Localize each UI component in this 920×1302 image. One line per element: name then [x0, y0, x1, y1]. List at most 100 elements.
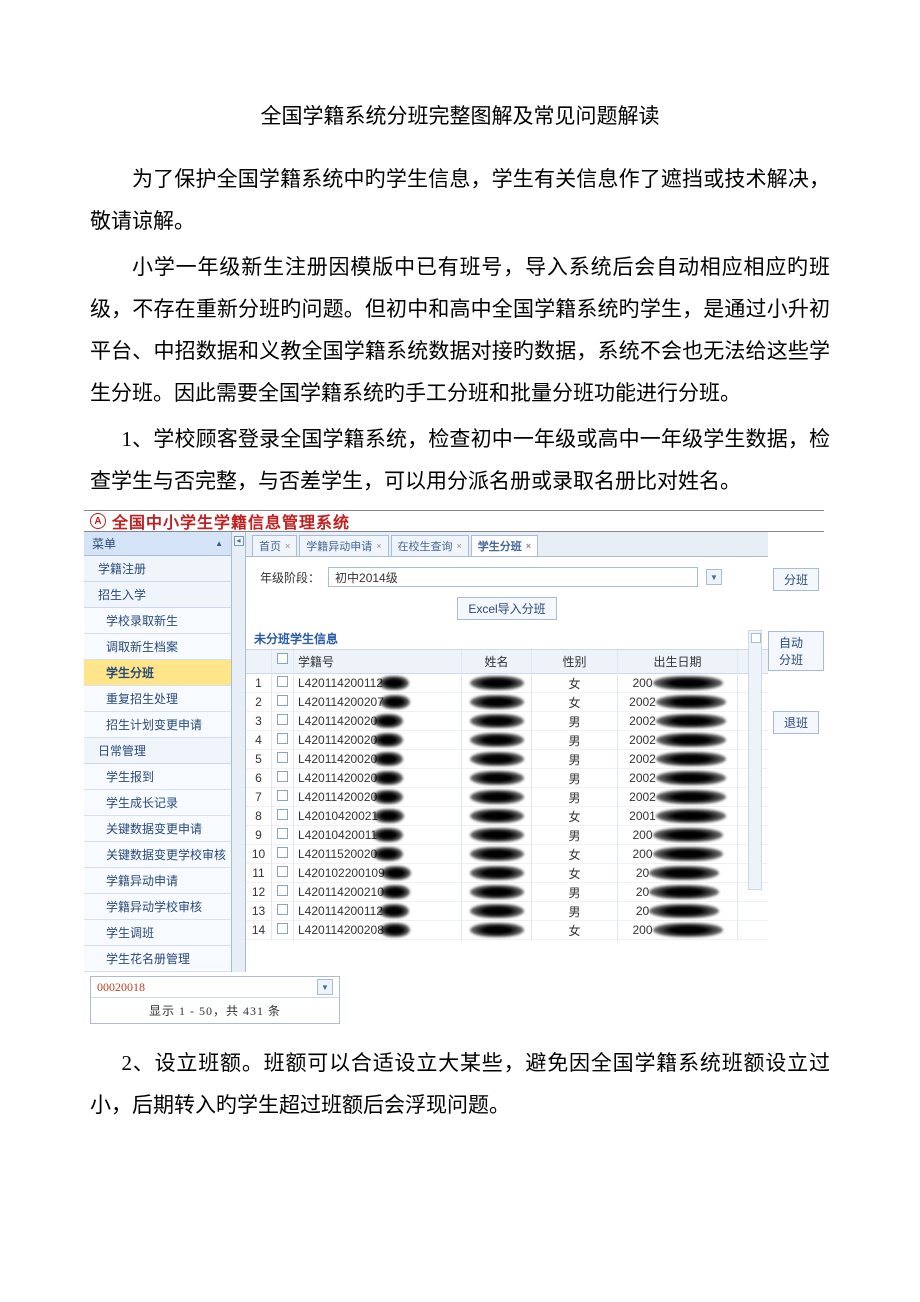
redaction-blob — [380, 923, 410, 937]
th-name: 姓名 — [462, 650, 532, 673]
cell-checkbox[interactable] — [272, 711, 294, 731]
sidebar-splitter[interactable]: ◂ — [232, 532, 246, 972]
tab-close-icon[interactable]: × — [457, 541, 462, 551]
sidebar-item[interactable]: 学生报到 — [84, 764, 231, 790]
row-checkbox[interactable] — [277, 752, 288, 763]
excel-import-button[interactable]: Excel导入分班 — [457, 597, 556, 620]
cell-dob: 2002 — [618, 711, 738, 732]
sidebar-item[interactable]: 学籍异动申请 — [84, 868, 231, 894]
sidebar-item[interactable]: 学生成长记录 — [84, 790, 231, 816]
grade-dropdown-icon[interactable]: ▼ — [706, 569, 722, 585]
tab-close-icon[interactable]: × — [526, 541, 531, 551]
tab-close-icon[interactable]: × — [285, 541, 290, 551]
row-checkbox[interactable] — [277, 847, 288, 858]
cell-name — [462, 749, 532, 770]
sidebar-item[interactable]: 学生花名册管理 — [84, 946, 231, 972]
table-row[interactable]: 11L420102200109女20 — [246, 864, 768, 883]
cell-dob: 2001 — [618, 806, 738, 827]
row-checkbox[interactable] — [277, 714, 288, 725]
table-row[interactable]: 7L42011420020男2002 — [246, 788, 768, 807]
cell-checkbox[interactable] — [272, 882, 294, 902]
cell-checkbox[interactable] — [272, 863, 294, 883]
table-row[interactable]: 13L420114200112男20 — [246, 902, 768, 921]
cell-checkbox[interactable] — [272, 806, 294, 826]
select-all-checkbox[interactable] — [277, 653, 288, 664]
redaction-blob — [470, 676, 524, 690]
row-checkbox[interactable] — [277, 828, 288, 839]
sidebar-item[interactable]: 招生入学 — [84, 582, 231, 608]
row-checkbox[interactable] — [277, 809, 288, 820]
row-checkbox[interactable] — [277, 866, 288, 877]
row-checkbox[interactable] — [277, 676, 288, 687]
table-row[interactable]: 10L42011520020女200 — [246, 845, 768, 864]
cell-checkbox[interactable] — [272, 768, 294, 788]
sidebar-collapse-icon[interactable]: ▲ — [215, 539, 223, 548]
table-row[interactable]: 8L42010420021女2001 — [246, 807, 768, 826]
row-checkbox[interactable] — [277, 885, 288, 896]
redaction-blob — [379, 676, 409, 690]
action-button[interactable]: 分班 — [773, 568, 819, 591]
table-row[interactable]: 6L42011420020男2002 — [246, 769, 768, 788]
cell-student-id: L42011420020 — [294, 749, 462, 770]
table-row[interactable]: 12L420114200210男20 — [246, 883, 768, 902]
splitter-toggle-icon[interactable]: ◂ — [234, 536, 244, 546]
pager-dropdown-icon[interactable]: ▼ — [317, 979, 333, 995]
row-checkbox[interactable] — [277, 904, 288, 915]
cell-checkbox[interactable] — [272, 787, 294, 807]
action-button[interactable]: 退班 — [773, 711, 819, 734]
cell-checkbox[interactable] — [272, 730, 294, 750]
sidebar-item[interactable]: 学籍注册 — [84, 556, 231, 582]
cell-student-id: L42011520020 — [294, 844, 462, 865]
redaction-blob — [470, 904, 524, 918]
sidebar-header-label: 菜单 — [92, 535, 116, 552]
action-button[interactable]: 自动分班 — [768, 631, 824, 671]
sidebar-item[interactable]: 重复招生处理 — [84, 686, 231, 712]
row-checkbox[interactable] — [277, 733, 288, 744]
cell-checkbox[interactable] — [272, 901, 294, 921]
row-checkbox[interactable] — [277, 695, 288, 706]
row-checkbox[interactable] — [277, 790, 288, 801]
cell-checkbox[interactable] — [272, 692, 294, 712]
sidebar-item[interactable]: 调取新生档案 — [84, 634, 231, 660]
table-row[interactable]: 5L42011420020男2002 — [246, 750, 768, 769]
row-checkbox[interactable] — [277, 771, 288, 782]
sidebar-item[interactable]: 关键数据变更申请 — [84, 816, 231, 842]
cell-index: 11 — [246, 863, 272, 883]
table-row[interactable]: 9L42010420011男200 — [246, 826, 768, 845]
tab-close-icon[interactable]: × — [376, 541, 381, 551]
redaction-blob — [470, 828, 524, 842]
sidebar-item[interactable]: 关键数据变更学校审核 — [84, 842, 231, 868]
cell-checkbox[interactable] — [272, 920, 294, 940]
cell-checkbox[interactable] — [272, 749, 294, 769]
cell-student-id: L420114200207 — [294, 692, 462, 713]
grade-select[interactable]: 初中2014级 — [328, 567, 698, 587]
tab[interactable]: 在校生查询× — [391, 535, 469, 556]
cell-checkbox[interactable] — [272, 825, 294, 845]
sidebar-item[interactable]: 招生计划变更申请 — [84, 712, 231, 738]
table-row[interactable]: 4L42011420020男2002 — [246, 731, 768, 750]
table-row[interactable]: 14L420114200208女200 — [246, 921, 768, 940]
cell-sex: 女 — [532, 919, 618, 942]
sidebar-item[interactable]: 学生分班 — [84, 660, 231, 686]
table-row[interactable]: 1L420114200112女200 — [246, 674, 768, 693]
cell-checkbox[interactable] — [272, 844, 294, 864]
vertical-scrollbar[interactable] — [748, 630, 762, 890]
cell-name — [462, 673, 532, 694]
sidebar-item[interactable]: 学校录取新生 — [84, 608, 231, 634]
sidebar-item[interactable]: 日常管理 — [84, 738, 231, 764]
th-student-id: 学籍号 — [294, 650, 462, 673]
table-row[interactable]: 2L420114200207女2002 — [246, 693, 768, 712]
cell-dob: 20 — [618, 882, 738, 903]
redaction-blob — [656, 809, 726, 823]
sidebar-item[interactable]: 学籍异动学校审核 — [84, 894, 231, 920]
tab[interactable]: 学生分班× — [471, 535, 538, 556]
tab[interactable]: 首页× — [252, 535, 297, 556]
table-row[interactable]: 3L42011420020男2002 — [246, 712, 768, 731]
cell-checkbox[interactable] — [272, 673, 294, 693]
th-dob: 出生日期 — [618, 650, 738, 673]
redaction-blob — [470, 923, 524, 937]
th-checkbox[interactable] — [272, 650, 294, 673]
sidebar-item[interactable]: 学生调班 — [84, 920, 231, 946]
row-checkbox[interactable] — [277, 923, 288, 934]
tab[interactable]: 学籍异动申请× — [299, 535, 388, 556]
